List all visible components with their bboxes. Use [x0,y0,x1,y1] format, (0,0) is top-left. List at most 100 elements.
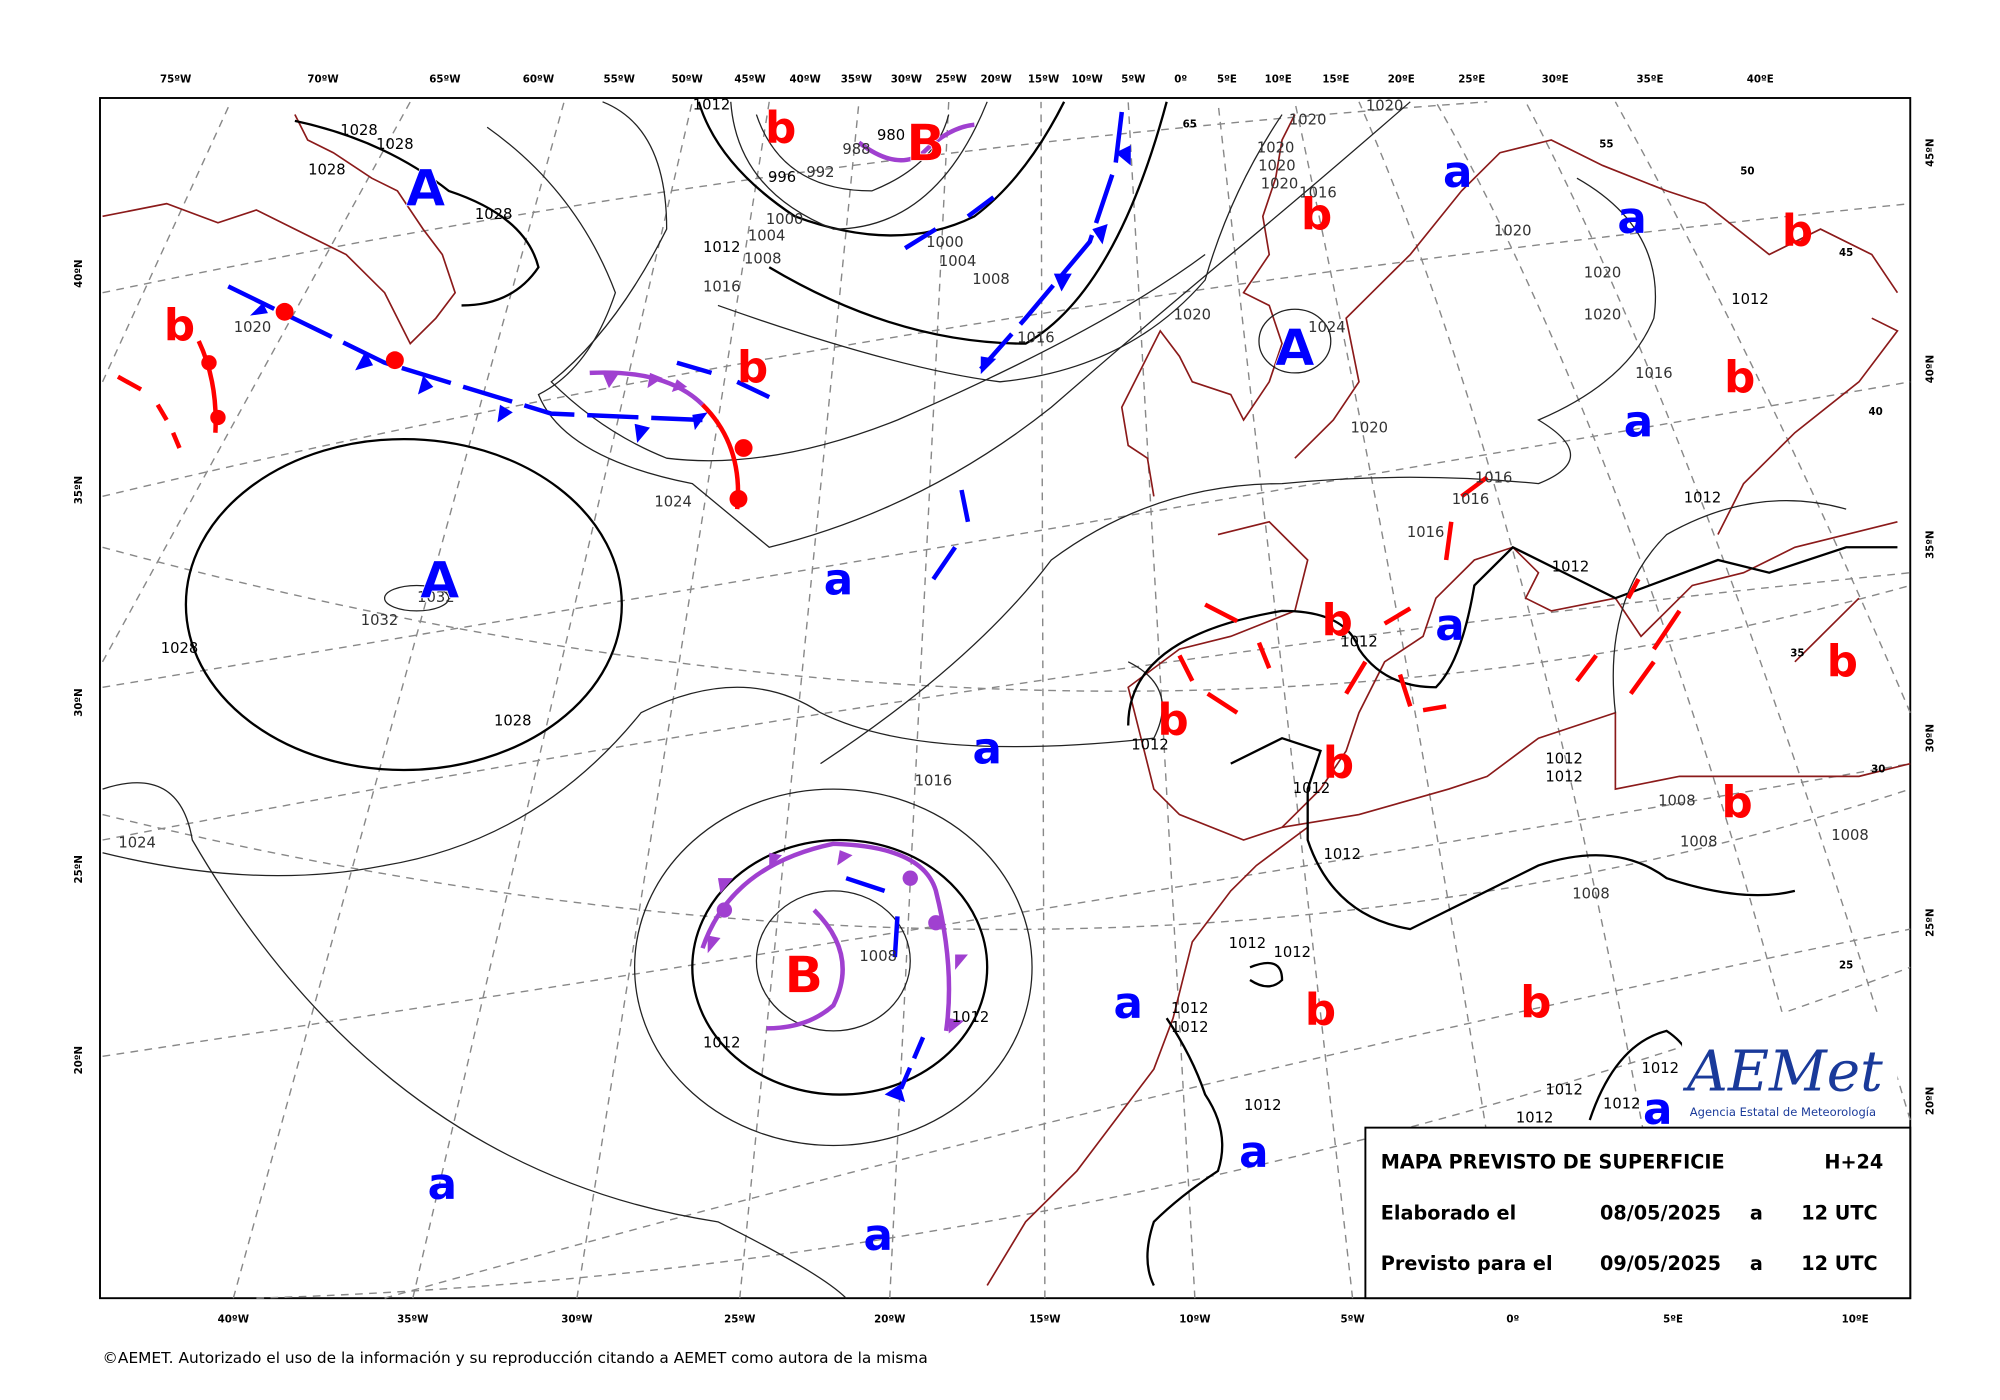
latitude-label: 35ºN [1925,531,1936,559]
latitude-label: 40ºN [1925,355,1936,383]
longitude-label: 75ºW [160,75,191,86]
isobar [717,114,1283,383]
isobar-label: 1008 [1680,833,1718,850]
relative-high: a [1239,1128,1268,1178]
info-box: MAPA PREVISTO DE SUPERFICIE H+24 Elabora… [1364,1126,1912,1300]
longitude-label: 15ºW [1028,75,1059,86]
isobar [1612,500,1847,713]
meridian [1358,101,1674,1299]
longitude-label: 10ºE [1842,1314,1869,1325]
isobar-label: 1012 [952,1009,990,1026]
coast-east [1717,317,1899,663]
relative-low: b [737,343,768,393]
info-cell: 08/05/2025 [1600,1201,1721,1224]
coast-british-isles [1120,114,1296,497]
longitude-label: 15ºE [1322,75,1349,86]
meridian [1294,101,1514,1299]
longitude-label: 35ºW [841,75,872,86]
warm-front-semicircle [729,490,748,508]
isobar [697,101,1066,237]
parallel [384,928,1911,1299]
meridian [1525,101,1911,1121]
parallel [256,966,1911,1299]
info-cell: a [1750,1201,1763,1224]
isobar [691,838,989,1096]
isobar-label: 1020 [1584,307,1622,324]
isobar-label: 1008 [1658,793,1696,810]
map-labels: 6555504540353025102810281028102810201032… [118,97,1885,1261]
cold-front [979,111,1125,371]
longitude-label: 40ºW [789,75,820,86]
trough-lines [676,195,995,581]
isobar [184,437,623,772]
isobar [820,177,1657,765]
info-cell: 12 UTC [1801,1201,1877,1224]
isobar [755,114,950,192]
isobar [102,782,847,1299]
info-cell: Previsto para el [1381,1252,1553,1275]
relative-low: b [1827,637,1858,687]
relative-low: b [1323,739,1354,789]
coast-scandinavia-baltic [1294,139,1899,459]
fronts [116,111,1682,1103]
longitude-label: 20ºE [1388,75,1415,86]
relative-low: b [1305,986,1336,1036]
isobar-label: 1020 [1494,223,1532,240]
logo-name: AEMet [1682,1040,1883,1105]
isobar-label: 988 [842,141,870,158]
high-pressure-center: A [1275,319,1315,378]
relative-low: b [1520,978,1551,1028]
parallel [102,572,1911,841]
isobar-label: 1020 [1258,158,1296,175]
isobar-label: 1024 [654,494,692,511]
latitude-label: 30ºN [1925,724,1936,752]
high-pressure-center: A [406,160,446,219]
isobar-label: 1000 [766,211,804,228]
longitude-label: 0º [1506,1314,1519,1325]
isobar-label: 1008 [1572,886,1610,903]
isobar-label: 1004 [939,253,977,270]
map-area: 6555504540353025102810281028102810201032… [99,97,1912,1300]
isobar-label: 1024 [118,835,156,852]
isobar-label: 1028 [475,206,513,223]
isobar-label: 1016 [1475,469,1513,486]
isobar-label: 1008 [972,271,1010,288]
longitude-label: 35ºE [1636,75,1663,86]
isobar-label: 1020 [1584,265,1622,282]
isobar [730,101,988,230]
meridian [232,101,565,1299]
latitude-label: 30ºN [74,688,85,716]
isobar-label: 1028 [308,161,346,178]
isobar [1258,308,1332,374]
isobar-label: 1028 [161,640,199,657]
meridian [1217,101,1354,1299]
warm-front-dashed [116,374,182,449]
isobar-label: 1028 [494,713,532,730]
info-cell: a [1750,1252,1763,1275]
longitude-label: 5ºW [1340,1314,1364,1325]
isobar-label: 1012 [693,97,731,114]
isobar-label: 1012 [1641,1060,1679,1077]
relative-high: a [1643,1085,1672,1135]
info-cell: 09/05/2025 [1600,1252,1721,1275]
cold-front-triangles [884,1084,906,1103]
isobar [768,101,1168,345]
occluded-front [766,908,845,1031]
parallel [102,202,1911,498]
info-cell: Elaborado el [1381,1201,1516,1224]
trough-lines [1177,475,1682,715]
coast-africa-west [986,826,1309,1286]
isobar [550,101,1206,462]
isobar-label: 992 [806,164,834,181]
isobar-label: 1016 [1017,329,1055,346]
meridian [739,101,860,1299]
isobar-label: 1016 [915,772,953,789]
isobar [755,890,911,1032]
warm-front-semicircle [275,302,294,321]
map-frame [99,97,1912,1300]
isobar-label: 1012 [1516,1110,1554,1127]
longitude-label: 20ºW [980,75,1011,86]
info-step: H+24 [1824,1150,1883,1173]
